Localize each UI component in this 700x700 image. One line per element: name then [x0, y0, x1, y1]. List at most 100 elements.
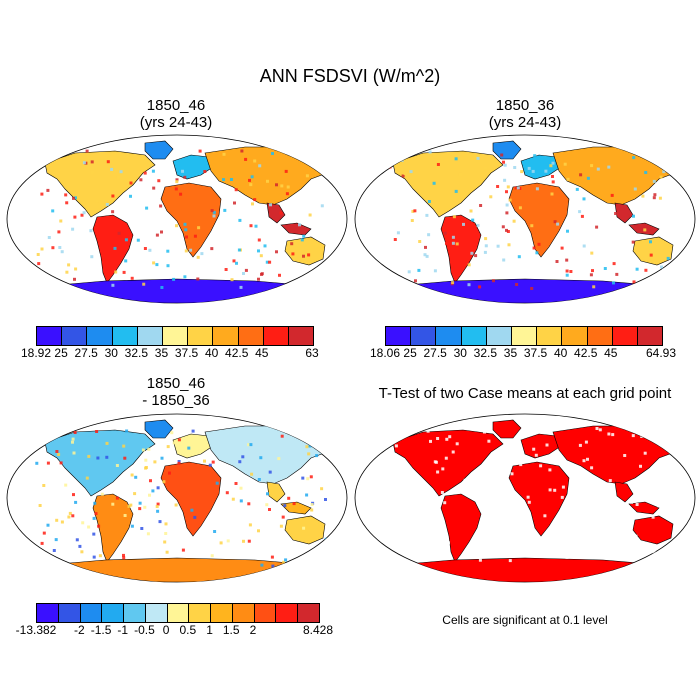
colorbar-3-tick-label: -1	[117, 623, 129, 637]
grid-cell	[517, 255, 521, 259]
grid-cell	[425, 254, 429, 258]
grid-cell	[650, 280, 654, 284]
grid-cell	[668, 496, 672, 500]
grid-cell	[183, 222, 187, 226]
grid-cell	[470, 251, 474, 255]
grid-cell	[598, 428, 602, 432]
grid-cell	[90, 160, 94, 164]
grid-cell	[270, 555, 274, 559]
grid-cell	[290, 242, 294, 246]
grid-cell	[239, 285, 243, 289]
grid-cell	[556, 222, 560, 226]
grid-cell	[663, 471, 667, 475]
grid-cell	[257, 238, 261, 242]
grid-cell	[253, 198, 257, 202]
grid-cell	[65, 201, 69, 205]
grid-cell	[635, 267, 639, 271]
grid-cell	[419, 536, 423, 540]
grid-cell	[235, 261, 238, 265]
grid-cell	[219, 541, 223, 545]
grid-cell	[71, 514, 75, 518]
colorbar-3-tick-label: 1.5	[222, 623, 240, 637]
grid-cell	[184, 249, 188, 253]
grid-cell	[250, 472, 254, 476]
grid-cell	[198, 149, 202, 153]
continent-africa	[160, 461, 222, 537]
grid-cell	[483, 430, 486, 434]
colorbar-3-swatch	[276, 604, 299, 622]
grid-cell	[527, 500, 531, 504]
continent-indochina	[266, 202, 286, 224]
grid-cell	[212, 210, 216, 214]
grid-cell	[123, 456, 127, 460]
grid-cell	[429, 439, 432, 443]
grid-cell	[532, 447, 536, 451]
grid-cell	[146, 532, 150, 536]
grid-cell	[297, 430, 301, 434]
grid-cell	[648, 482, 652, 486]
grid-cell	[148, 248, 152, 252]
colorbar-1-swatch	[238, 327, 264, 345]
grid-cell	[87, 454, 91, 458]
grid-cell	[586, 176, 590, 180]
grid-cell	[73, 215, 77, 219]
grid-cell	[71, 437, 75, 441]
grid-cell	[575, 187, 579, 191]
grid-cell	[545, 544, 549, 548]
grid-cell	[624, 543, 628, 547]
grid-cell	[531, 169, 535, 173]
grid-cell	[177, 460, 181, 463]
grid-cell	[389, 157, 393, 161]
colorbar-1-tick-label: 18.92	[20, 346, 52, 360]
grid-cell	[454, 189, 458, 193]
grid-cell	[105, 455, 109, 459]
grid-cell	[632, 156, 636, 160]
grid-cell	[535, 187, 539, 191]
grid-cell	[35, 461, 39, 465]
colorbar-2-tick-label: 45	[604, 346, 618, 360]
grid-cell	[191, 429, 195, 433]
grid-cell	[612, 281, 615, 285]
grid-cell	[565, 258, 569, 262]
grid-cell	[607, 432, 611, 436]
grid-cell	[165, 550, 169, 554]
grid-cell	[434, 460, 438, 464]
grid-cell	[427, 233, 431, 237]
grid-cell	[134, 475, 138, 479]
grid-cell	[500, 153, 504, 157]
grid-cell	[487, 439, 491, 443]
colorbar-1-tick-label: 40	[204, 346, 219, 360]
grid-cell	[148, 493, 151, 497]
grid-cell	[310, 508, 314, 512]
grid-cell	[614, 549, 618, 553]
colorbar-2-tick-label: 25	[403, 346, 417, 360]
grid-cell	[298, 223, 301, 227]
grid-cell	[74, 267, 78, 271]
grid-cell	[590, 251, 594, 255]
grid-cell	[248, 523, 252, 527]
grid-cell	[155, 233, 159, 237]
grid-cell	[116, 175, 120, 179]
grid-cell	[266, 492, 269, 496]
grid-cell	[530, 224, 534, 228]
colorbar-3-labels: -13.382 -2 -1.5 -1 -0.5 0 0.5 1 1.5 2 8.428	[16, 623, 333, 637]
grid-cell	[172, 441, 176, 445]
grid-cell	[111, 194, 115, 198]
grid-cell	[393, 157, 397, 161]
grid-cell	[505, 228, 508, 232]
grid-cell	[548, 488, 552, 492]
grid-cell	[138, 501, 142, 505]
grid-cell	[610, 193, 614, 197]
panel-2-title-line2: (yrs 24-43)	[488, 114, 562, 131]
grid-cell	[315, 454, 319, 458]
grid-cell	[592, 285, 596, 289]
grid-cell	[545, 443, 549, 447]
grid-cell	[503, 163, 507, 167]
colorbar-2-swatch	[637, 327, 663, 345]
grid-cell	[462, 222, 465, 226]
colorbar-3-tick-label: -2	[74, 623, 85, 637]
grid-cell	[47, 236, 51, 239]
grid-cell	[651, 515, 655, 519]
grid-cell	[590, 466, 594, 470]
grid-cell	[244, 157, 248, 161]
